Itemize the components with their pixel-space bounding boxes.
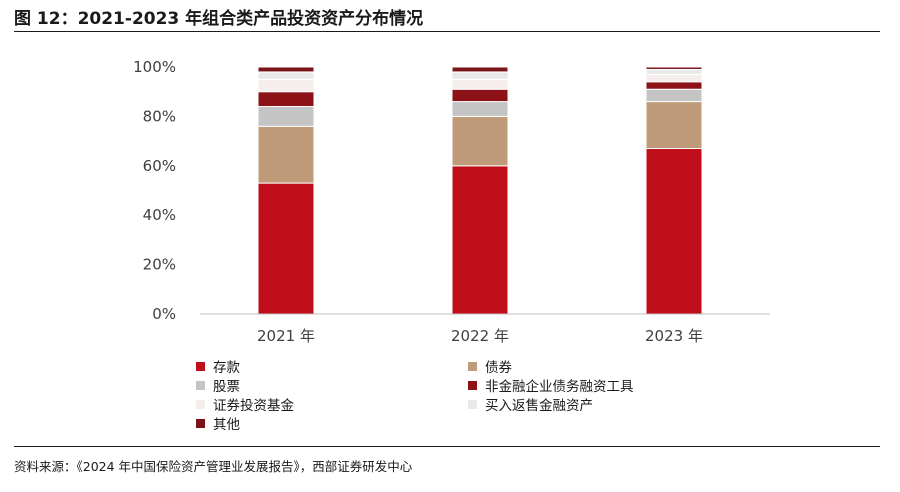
bar-segment: [451, 78, 509, 90]
x-tick-label: 2021 年: [257, 327, 315, 345]
bar-segment: [257, 66, 315, 73]
bar-segment: [257, 71, 315, 80]
bar-segment: [645, 68, 703, 75]
bar-segment: [257, 106, 315, 127]
bar-segment: [257, 182, 315, 315]
legend-item: 证券投资基金: [196, 394, 294, 414]
legend-swatch: [196, 361, 205, 371]
legend-label: 证券投资基金: [213, 398, 294, 414]
bar-segment: [451, 71, 509, 80]
legend-item: 买入返售金融资产: [468, 394, 593, 414]
legend-swatch: [196, 380, 205, 390]
figure-title: 图 12：2021-2023 年组合类产品投资资产分布情况: [14, 9, 424, 29]
legend-item: 股票: [196, 375, 240, 395]
legend-label: 存款: [213, 360, 240, 376]
legend-item: 债券: [468, 356, 512, 376]
bar-segment: [645, 66, 703, 70]
bar-segment: [257, 125, 315, 184]
bar-segment: [645, 73, 703, 83]
bar-segment: [257, 91, 315, 108]
top-rule: [14, 31, 880, 32]
bottom-rule: [14, 446, 880, 447]
bar-segment: [451, 88, 509, 103]
bar-segment: [645, 148, 703, 315]
legend-swatch: [196, 399, 205, 409]
y-tick-label: 100%: [133, 58, 176, 76]
bar-segment: [451, 66, 509, 73]
legend-swatch: [468, 399, 477, 409]
legend-label: 其他: [213, 417, 240, 433]
y-tick-label: 20%: [143, 256, 176, 274]
legend-item: 存款: [196, 356, 240, 376]
y-tick-label: 40%: [143, 206, 176, 224]
legend-item: 非金融企业债务融资工具: [468, 375, 634, 395]
legend-label: 股票: [213, 379, 240, 395]
legend-swatch: [468, 380, 477, 390]
legend-item: 其他: [196, 413, 240, 433]
legend-label: 买入返售金融资产: [485, 398, 593, 414]
y-tick-label: 60%: [143, 157, 176, 175]
y-tick-label: 0%: [152, 305, 176, 323]
legend-label: 债券: [485, 360, 512, 376]
bar-segment: [645, 81, 703, 90]
bar-segment: [645, 101, 703, 150]
y-tick-label: 80%: [143, 107, 176, 125]
source-note: 资料来源：《2024 年中国保险资产管理业发展报告》，西部证券研发中心: [14, 459, 413, 474]
bar-segment: [451, 165, 509, 315]
bar-segment: [451, 115, 509, 167]
legend-swatch: [468, 361, 477, 371]
bar-segment: [257, 78, 315, 93]
x-tick-label: 2022 年: [451, 327, 509, 345]
x-tick-label: 2023 年: [645, 327, 703, 345]
bar-segment: [451, 101, 509, 117]
bar-segment: [645, 88, 703, 103]
legend-label: 非金融企业债务融资工具: [485, 379, 634, 395]
legend-swatch: [196, 418, 205, 428]
